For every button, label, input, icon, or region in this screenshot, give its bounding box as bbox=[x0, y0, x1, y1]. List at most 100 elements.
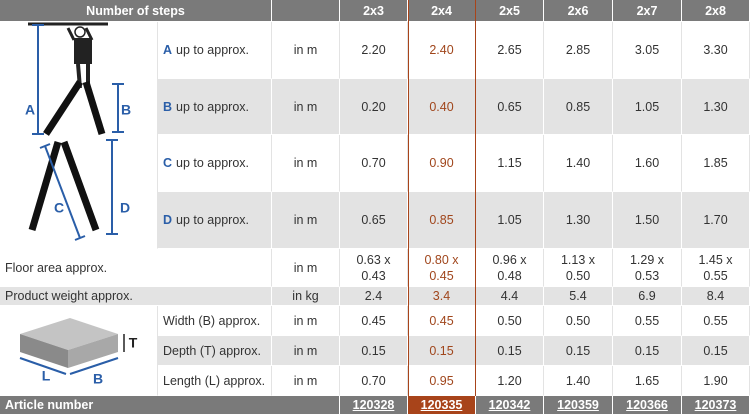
label-cell: Length (L) approx. bbox=[158, 366, 272, 396]
column-header: 2x6 bbox=[567, 3, 589, 18]
value-cell: 0.40 bbox=[408, 79, 476, 135]
article-cell: 120328 bbox=[340, 396, 408, 415]
value: 0.45 bbox=[361, 313, 386, 328]
value: 0.95 bbox=[429, 373, 454, 388]
value-cell: 2.85 bbox=[544, 22, 613, 79]
value: 1.70 bbox=[703, 213, 728, 227]
value-cell: 8.4 bbox=[682, 287, 750, 306]
dimension-label: C bbox=[54, 200, 64, 216]
value: 2.85 bbox=[565, 43, 591, 57]
value: 1.05 bbox=[497, 213, 522, 227]
article-link[interactable]: 120342 bbox=[488, 398, 531, 412]
article-link[interactable]: 120366 bbox=[626, 398, 668, 412]
value-cell: 1.60 bbox=[613, 135, 682, 192]
value-cell: 0.15 bbox=[682, 336, 750, 366]
value-cell: 0.45 bbox=[408, 306, 476, 336]
value: 0.15 bbox=[361, 343, 386, 358]
column-header: 2x7 bbox=[636, 3, 658, 18]
value: 0.15 bbox=[429, 343, 454, 358]
value-cell: 3.4 bbox=[408, 287, 476, 306]
row-label: Article number bbox=[5, 398, 94, 412]
unit-cell: in m bbox=[272, 306, 340, 336]
value: 2.40 bbox=[429, 43, 454, 57]
value-cell: 0.85 bbox=[544, 79, 613, 135]
value: 1.65 bbox=[634, 373, 660, 388]
article-link[interactable]: 120335 bbox=[420, 398, 463, 412]
article-cell: 120342 bbox=[476, 396, 544, 415]
value-cell: 1.90 bbox=[682, 366, 750, 396]
column-header: 2x5 bbox=[499, 3, 520, 18]
value: 1.45 x bbox=[698, 252, 733, 267]
dimension-letter: C bbox=[163, 156, 173, 170]
value-cell: 0.80 x 0.45 bbox=[408, 249, 476, 287]
header-cell: 2x4 bbox=[408, 0, 476, 22]
value-cell: 3.30 bbox=[682, 22, 750, 79]
unit: in m bbox=[293, 343, 318, 358]
value-cell: 1.50 bbox=[613, 192, 682, 249]
label-cell: Width (B) approx. bbox=[158, 306, 272, 336]
package-illustration: T L B bbox=[19, 318, 138, 387]
value: 0.15 bbox=[565, 343, 591, 358]
value: 0.43 bbox=[361, 268, 386, 283]
value: 0.70 bbox=[361, 373, 386, 388]
value: 0.45 bbox=[429, 313, 454, 328]
row-label: up to approx. bbox=[176, 156, 249, 170]
article-cell: 120359 bbox=[544, 396, 613, 415]
highlight-line bbox=[475, 0, 476, 396]
value: 1.13 x bbox=[560, 252, 596, 267]
value-cell: 0.90 bbox=[408, 135, 476, 192]
value: 1.60 bbox=[634, 156, 660, 170]
value-cell: 0.70 bbox=[340, 135, 408, 192]
value: 0.55 bbox=[703, 313, 728, 328]
dimension-label: B bbox=[121, 102, 131, 118]
article-link[interactable]: 120373 bbox=[694, 398, 737, 412]
row-label: Length (L) approx. bbox=[163, 373, 266, 388]
column-header: 2x8 bbox=[705, 3, 726, 18]
value: 0.85 bbox=[565, 99, 591, 114]
value-cell: 1.30 bbox=[682, 79, 750, 135]
value-cell: 0.45 bbox=[340, 306, 408, 336]
value: 1.15 bbox=[497, 156, 522, 170]
unit: in kg bbox=[292, 289, 319, 303]
value-cell: 5.4 bbox=[544, 287, 613, 306]
row-label: up to approx. bbox=[176, 99, 249, 114]
row-label: Width (B) approx. bbox=[163, 313, 261, 328]
unit-cell: in kg bbox=[272, 287, 340, 306]
header-cell: 2x8 bbox=[682, 0, 750, 22]
dimension-letter: A bbox=[163, 43, 173, 57]
value-cell: 0.96 x 0.48 bbox=[476, 249, 544, 287]
value: 0.48 bbox=[497, 268, 522, 283]
row-label: Product weight approx. bbox=[5, 289, 133, 303]
value-cell: 1.20 bbox=[476, 366, 544, 396]
header-cell: 2x6 bbox=[544, 0, 613, 22]
highlight-line bbox=[408, 0, 409, 396]
value: 0.70 bbox=[361, 156, 386, 170]
value: 1.90 bbox=[703, 373, 728, 388]
value-cell: 0.65 bbox=[476, 79, 544, 135]
value-cell: 3.05 bbox=[613, 22, 682, 79]
value-cell: 0.15 bbox=[544, 336, 613, 366]
value: 3.30 bbox=[703, 43, 728, 57]
dimension-letter: D bbox=[163, 213, 173, 227]
article-cell: 120373 bbox=[682, 396, 750, 415]
value-cell: 0.15 bbox=[613, 336, 682, 366]
value: 2.20 bbox=[361, 43, 386, 57]
value: 1.40 bbox=[565, 156, 591, 170]
article-link[interactable]: 120359 bbox=[557, 398, 599, 412]
unit: in m bbox=[293, 313, 318, 328]
value: 0.96 x bbox=[492, 252, 527, 267]
value: 1.30 bbox=[565, 213, 591, 227]
article-cell: 120335 bbox=[408, 396, 476, 415]
value-cell: 1.05 bbox=[476, 192, 544, 249]
value: 0.50 bbox=[565, 268, 591, 283]
value-cell: 2.40 bbox=[408, 22, 476, 79]
value: 0.50 bbox=[565, 313, 591, 328]
value: 4.4 bbox=[500, 289, 519, 303]
article-link[interactable]: 120328 bbox=[352, 398, 395, 412]
value: 0.53 bbox=[634, 268, 660, 283]
unit: in m bbox=[293, 43, 318, 57]
unit-cell: in m bbox=[272, 192, 340, 249]
